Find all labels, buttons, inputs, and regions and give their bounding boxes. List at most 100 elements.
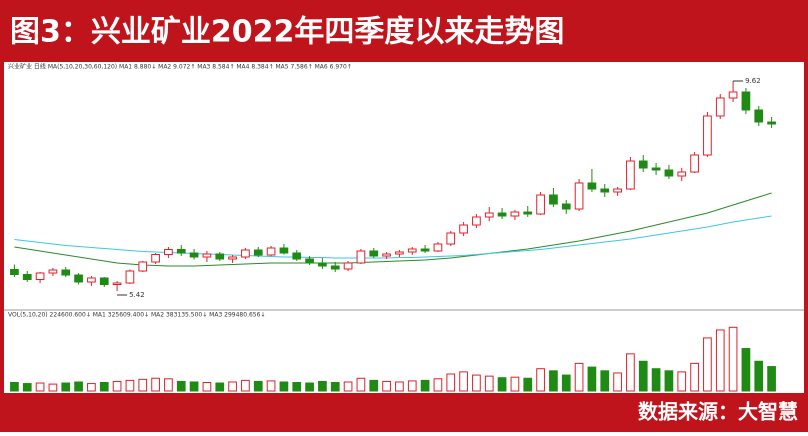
volume-bar [472, 374, 481, 392]
candle-body [318, 262, 327, 267]
volume-bar [549, 370, 558, 392]
volume-bar [703, 337, 712, 392]
volume-bar [151, 377, 160, 392]
volume-bar [690, 362, 699, 392]
candle-body [266, 247, 276, 256]
candle-body [125, 270, 135, 284]
volume-bar [318, 380, 327, 392]
volume-bar [677, 371, 687, 392]
candle-body [523, 211, 533, 215]
candle-body [22, 274, 32, 280]
candle-body [754, 109, 764, 123]
candle-body [305, 258, 314, 264]
volume-bar [279, 381, 289, 392]
volume-bar [87, 383, 96, 392]
volume-bar [253, 380, 263, 392]
candle-body [638, 160, 648, 169]
volume-bar [164, 378, 173, 392]
volume-bar [266, 380, 276, 392]
volume-bar [228, 381, 237, 392]
volume-bar [215, 382, 225, 392]
volume-bar [600, 370, 610, 392]
volume-bar [382, 380, 391, 392]
candle-body [420, 248, 430, 252]
plot-bg [4, 62, 804, 393]
candle-body [215, 253, 225, 260]
candle-body [459, 224, 468, 234]
volume-bar [587, 366, 597, 392]
volume-bar [613, 372, 622, 392]
indicator-legend: 兴业矿业 日线 MA(5,10,20,30,60,120) MA1 8.880↓… [8, 63, 352, 71]
candle-body [202, 253, 212, 258]
candle-body [74, 274, 83, 283]
volume-bar [420, 379, 430, 392]
volume-bar [626, 353, 635, 392]
candle-body [292, 252, 302, 260]
volume-bar [523, 377, 533, 392]
candle-body [164, 249, 173, 255]
candle-body [510, 211, 520, 217]
candle-body [407, 248, 417, 253]
volume-bar [10, 382, 19, 392]
candle-body [549, 194, 558, 205]
volume-bar [510, 376, 520, 392]
candle-body [613, 188, 622, 193]
candle-body [626, 160, 635, 190]
volume-bar [305, 382, 314, 392]
candle-body [664, 169, 674, 177]
candle-body [767, 121, 776, 125]
candle-body [112, 282, 122, 285]
volume-bar [433, 378, 443, 392]
volume-bar [74, 381, 83, 392]
volume-bar [35, 382, 45, 392]
volume-bar [767, 366, 776, 392]
candle-body [703, 115, 712, 156]
candle-body [741, 91, 751, 111]
candle-body [48, 269, 58, 274]
candle-body [446, 232, 456, 245]
volume-bar [484, 375, 494, 392]
volume-bar [536, 368, 545, 392]
candle-body [574, 182, 584, 210]
volume-bar [561, 374, 571, 392]
candle-body [690, 154, 699, 173]
volume-bar [369, 379, 379, 392]
volume-bar [728, 326, 738, 392]
high-label: 9.62 [745, 77, 761, 85]
volume-bar [241, 379, 250, 392]
candle-body [10, 269, 19, 275]
volume-bar [407, 380, 417, 392]
volume-bar [741, 348, 751, 392]
source: 数据来源：大智慧 [638, 400, 798, 424]
candle-body [497, 212, 507, 217]
candle-body [61, 269, 71, 276]
volume-bar [292, 382, 302, 392]
candle-body [151, 254, 160, 263]
volume-bar [138, 378, 148, 392]
volume-bar [202, 382, 212, 392]
candle-body [35, 272, 45, 280]
candle-body [536, 194, 545, 215]
candle-body [587, 182, 597, 190]
volume-bar [395, 381, 404, 392]
volume-bar [112, 380, 122, 392]
candle-body [343, 262, 353, 270]
candle-body [87, 277, 96, 283]
candle-body [176, 249, 186, 254]
volume-bar [125, 379, 135, 392]
candle-body [382, 253, 391, 257]
candle-body [472, 216, 481, 226]
candle-body [356, 250, 366, 264]
ma-line [14, 215, 772, 259]
volume-bar [48, 383, 58, 392]
volume-bar [61, 382, 71, 392]
candle-body [561, 203, 571, 210]
candle-body [433, 243, 443, 252]
candle-body [651, 167, 661, 171]
candle-body [138, 261, 148, 272]
volume-bar [638, 360, 648, 392]
chart-title: 图3：兴业矿业2022年四季度以来走势图 [10, 15, 564, 50]
volume-bar [446, 373, 456, 392]
